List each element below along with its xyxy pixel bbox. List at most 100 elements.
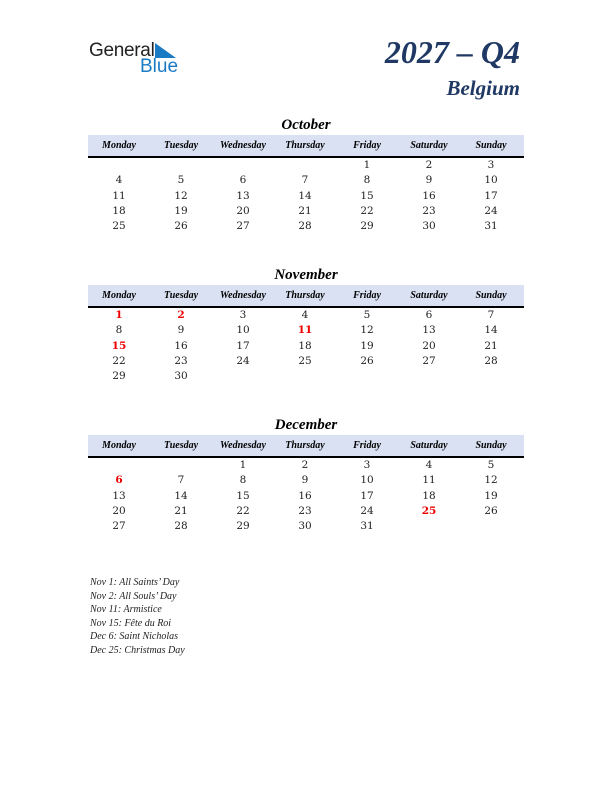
day-cell — [212, 158, 274, 173]
day-cell: 22 — [360, 204, 374, 217]
day-cell: 29 — [360, 220, 374, 233]
day-cell: 15 — [236, 489, 250, 502]
holiday-day-cell: 2 — [177, 309, 185, 321]
day-cell: 22 — [236, 504, 250, 517]
week-row: 18 19 20 21 22 23 24 — [88, 204, 524, 219]
week-row: 15 16 17 18 19 20 21 — [88, 339, 524, 354]
week-row: 1 2 3 — [88, 158, 524, 173]
weekday-header: Monday Tuesday Wednesday Thursday Friday Satu… — [88, 135, 524, 158]
holiday-notes: Nov 1: All Saints’ Day Nov 2: All Souls’ … — [90, 576, 185, 658]
day-cell: 5 — [487, 459, 495, 471]
day-cell: 24 — [484, 204, 498, 217]
weekday-label: Tuesday — [163, 290, 199, 301]
week-row: 20 21 22 23 24 25 26 — [88, 504, 524, 519]
day-cell: 8 — [115, 324, 123, 337]
holiday-note: Nov 11: Armistice — [90, 604, 162, 616]
weekday-label: Saturday — [410, 140, 448, 151]
day-cell: 23 — [298, 504, 312, 517]
weekday-label: Wednesday — [220, 290, 266, 301]
day-cell: 9 — [301, 474, 309, 487]
weekday-label: Tuesday — [163, 140, 199, 151]
day-cell: 27 — [112, 520, 126, 533]
weekday-label: Saturday — [410, 440, 448, 451]
day-cell — [274, 158, 336, 173]
month-title: November — [274, 267, 338, 283]
day-cell: 4 — [425, 459, 433, 471]
day-cell: 17 — [236, 339, 250, 352]
page-title: 2027 – Q4 — [384, 34, 520, 70]
day-cell: 23 — [422, 204, 436, 217]
week-row: 1 2 3 4 5 — [88, 458, 524, 473]
weekday-label: Monday — [102, 140, 136, 151]
day-cell: 2 — [301, 459, 309, 471]
logo-text-blue: Blue — [140, 56, 179, 77]
day-cell: 18 — [422, 489, 436, 502]
day-cell — [398, 369, 460, 384]
day-cell: 14 — [174, 489, 188, 502]
day-cell: 31 — [360, 520, 374, 533]
day-cell: 3 — [363, 459, 371, 471]
holiday-note: Dec 25: Christmas Day — [90, 644, 185, 656]
day-cell: 29 — [112, 370, 126, 383]
country-name: Belgium — [446, 76, 520, 100]
weekday-label: Friday — [353, 440, 381, 451]
weekday-header: Monday Tuesday Wednesday Thursday Friday Satu… — [88, 285, 524, 308]
day-cell — [274, 369, 336, 384]
day-cell: 28 — [484, 354, 498, 367]
day-cell: 15 — [360, 189, 374, 202]
day-cell: 27 — [236, 220, 250, 233]
day-cell — [150, 158, 212, 173]
weekday-label: Monday — [102, 440, 136, 451]
day-cell: 20 — [112, 504, 126, 517]
day-cell: 16 — [298, 489, 312, 502]
day-cell: 4 — [115, 174, 123, 187]
holiday-day-cell: 11 — [297, 324, 313, 337]
day-cell: 17 — [484, 189, 498, 202]
weekday-label: Thursday — [285, 140, 325, 151]
day-cell: 6 — [239, 174, 247, 187]
weekday-label: Sunday — [475, 140, 507, 151]
weekday-label: Thursday — [285, 290, 325, 301]
day-cell: 13 — [422, 324, 436, 337]
day-cell: 28 — [298, 220, 312, 233]
day-cell: 7 — [487, 309, 495, 321]
day-cell: 25 — [298, 354, 312, 367]
holiday-day-cell: 1 — [115, 309, 123, 321]
month-title: December — [274, 417, 338, 433]
day-cell: 3 — [487, 159, 495, 171]
day-cell: 19 — [360, 339, 374, 352]
day-cell: 22 — [112, 354, 126, 367]
logo-triangle-icon — [155, 43, 176, 58]
holiday-day-cell: 25 — [421, 504, 437, 517]
day-cell: 13 — [236, 189, 250, 202]
day-cell — [460, 369, 522, 384]
day-cell: 30 — [422, 220, 436, 233]
day-cell: 24 — [236, 354, 250, 367]
day-cell: 20 — [236, 204, 250, 217]
day-cell — [88, 458, 150, 473]
day-cell: 5 — [363, 309, 371, 321]
day-cell: 26 — [174, 220, 188, 233]
weekday-label: Wednesday — [220, 140, 266, 151]
weekday-label: Monday — [102, 290, 136, 301]
day-cell: 5 — [177, 174, 185, 187]
day-cell: 27 — [422, 354, 436, 367]
week-row: 29 30 — [88, 369, 524, 384]
day-cell: 7 — [177, 474, 185, 487]
weekday-label: Friday — [353, 140, 381, 151]
day-cell: 17 — [360, 489, 374, 502]
holiday-note: Nov 1: All Saints’ Day — [90, 577, 180, 588]
day-cell — [336, 369, 398, 384]
weekday-label: Wednesday — [220, 440, 266, 451]
day-cell — [212, 369, 274, 384]
day-cell: 14 — [298, 189, 312, 202]
day-cell: 12 — [484, 474, 498, 487]
day-cell — [460, 519, 522, 534]
day-cell: 4 — [301, 309, 309, 321]
day-cell: 30 — [174, 370, 188, 383]
logo-text-general: General — [89, 40, 155, 61]
week-row: 25 26 27 28 29 30 31 — [88, 219, 524, 234]
day-cell: 9 — [177, 324, 185, 337]
day-cell: 13 — [112, 489, 126, 502]
